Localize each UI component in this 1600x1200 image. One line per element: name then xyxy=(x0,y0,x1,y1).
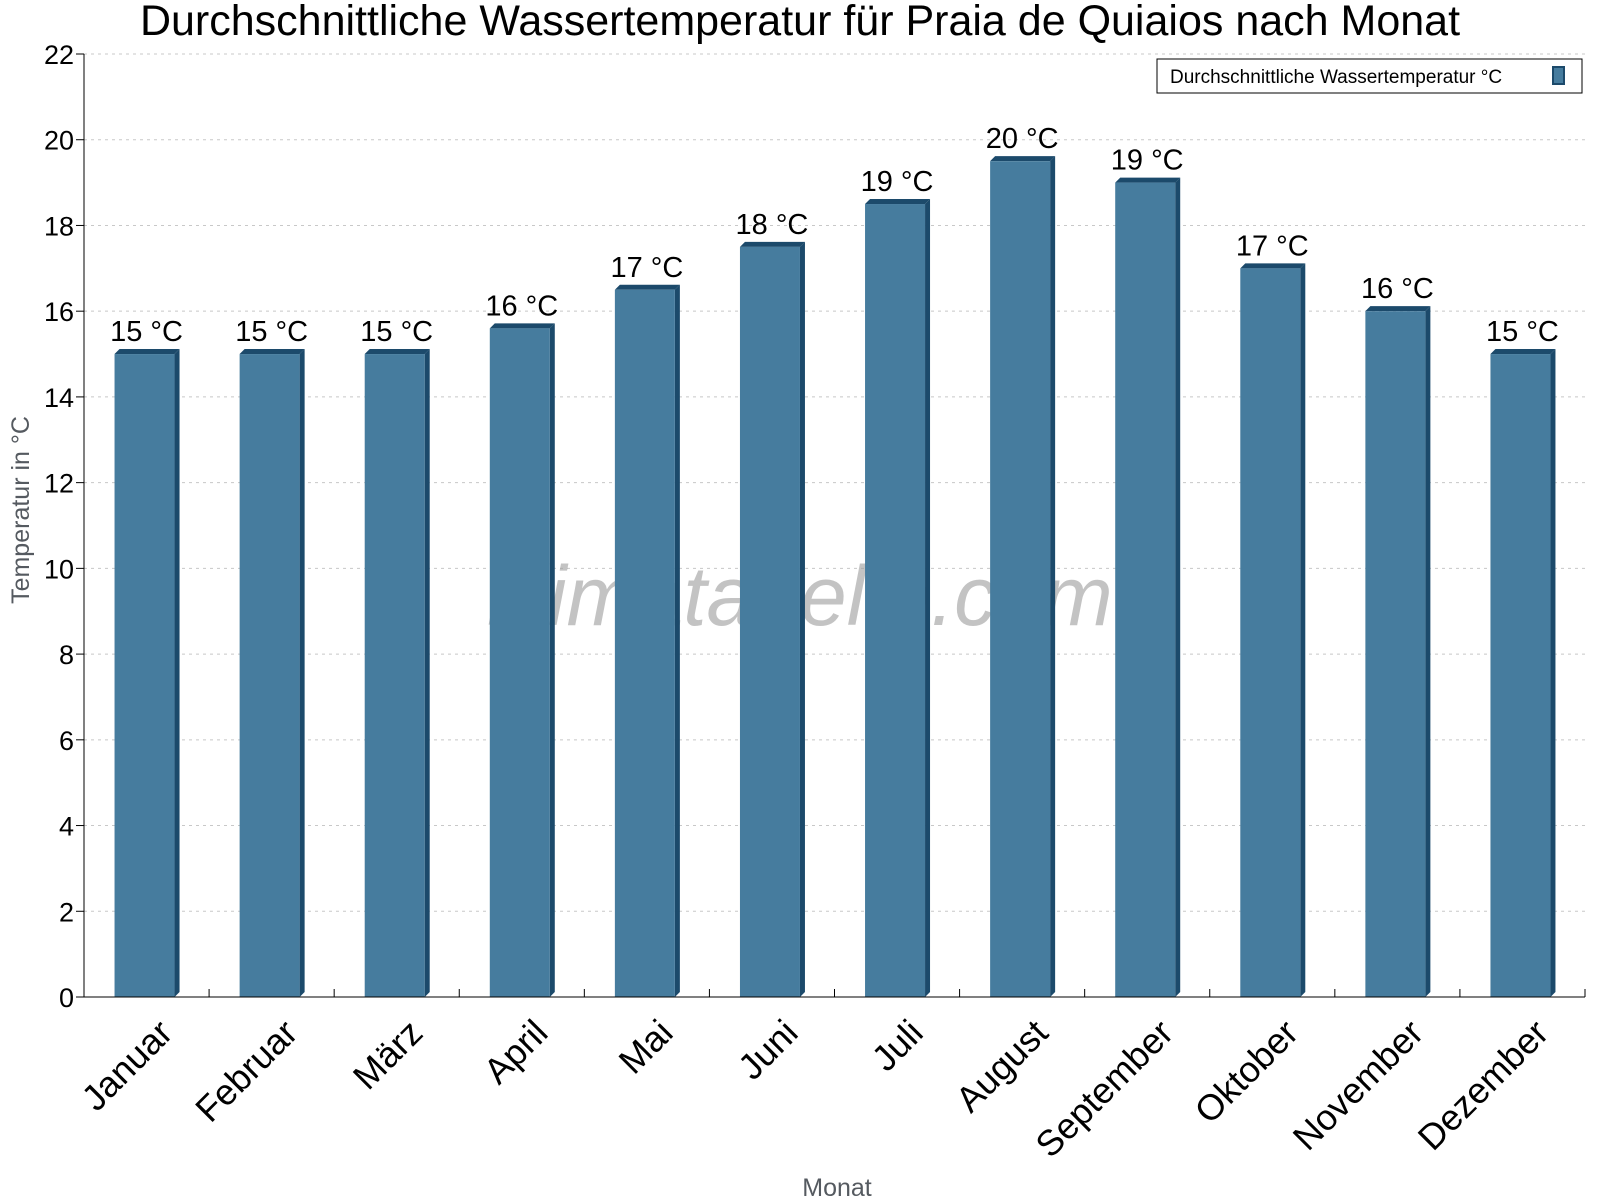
bar xyxy=(865,199,931,998)
bar xyxy=(1490,349,1556,998)
x-tick-label: November xyxy=(1285,1012,1431,1158)
bar xyxy=(990,156,1056,998)
x-tick-label: Oktober xyxy=(1186,1012,1306,1132)
bar xyxy=(1365,306,1431,997)
x-tick-label: Februar xyxy=(187,1012,305,1130)
legend-label: Durchschnittliche Wassertemperatur °C xyxy=(1170,67,1502,88)
axes xyxy=(76,53,1586,998)
y-tick-label: 20 xyxy=(44,126,74,156)
x-tick-label: April xyxy=(476,1012,556,1092)
y-tick-labels: 0 2 4 6 8 10 12 14 16 18 20 22 xyxy=(44,40,74,1013)
chart-title: Durchschnittliche Wassertemperatur für P… xyxy=(140,0,1460,45)
x-tick-label: Mai xyxy=(611,1012,681,1082)
bars xyxy=(114,156,1556,998)
bar xyxy=(239,349,305,998)
y-tick-label: 4 xyxy=(59,812,74,842)
data-label: 15 °C xyxy=(235,316,308,348)
gridlines xyxy=(84,53,1585,912)
data-label: 16 °C xyxy=(485,290,558,322)
y-tick-label: 18 xyxy=(44,211,74,241)
y-axis-title: Temperatur in °C xyxy=(7,416,35,604)
bar xyxy=(489,323,555,997)
data-label: 15 °C xyxy=(1486,316,1559,348)
bar xyxy=(739,241,805,998)
legend-swatch xyxy=(1552,66,1565,85)
x-tick-label: Januar xyxy=(73,1012,180,1119)
y-tick-label: 12 xyxy=(44,469,74,499)
x-tick-labels: Januar Februar März April Mai Juni Juli AugustS… xyxy=(73,1012,1556,1166)
data-label: 16 °C xyxy=(1361,273,1434,305)
data-label: 15 °C xyxy=(360,316,433,348)
y-tick-label: 2 xyxy=(59,897,74,927)
data-label: 17 °C xyxy=(610,252,683,284)
bar xyxy=(364,349,430,998)
x-tick-label: August xyxy=(948,1012,1056,1120)
data-label: 19 °C xyxy=(861,166,934,198)
x-tick-label: September xyxy=(1027,1012,1181,1166)
y-tick-label: 0 xyxy=(59,983,74,1013)
y-tick-label: 10 xyxy=(44,554,74,584)
y-tick-label: 14 xyxy=(44,383,74,413)
y-tick-label: 22 xyxy=(44,40,74,70)
bar xyxy=(614,284,680,997)
x-tick-label: März xyxy=(345,1012,431,1098)
x-tick-label: Juli xyxy=(864,1012,931,1079)
legend: Durchschnittliche Wassertemperatur °C xyxy=(1156,58,1583,94)
x-axis-title: Monat xyxy=(802,1174,872,1200)
data-labels: 15 °C 15 °C 15 °C 16 °C 17 °C 18 °C 19 °C 20 °C… xyxy=(110,123,1559,348)
bar xyxy=(1240,263,1306,997)
legend-box xyxy=(1156,58,1583,94)
bar xyxy=(114,349,180,998)
x-tick-label: Juni xyxy=(730,1012,806,1088)
data-label: 19 °C xyxy=(1111,145,1184,177)
x-tick-label: Dezember xyxy=(1410,1012,1556,1158)
y-tick-label: 6 xyxy=(59,726,74,756)
data-label: 20 °C xyxy=(986,123,1059,155)
data-label: 17 °C xyxy=(1236,230,1309,262)
data-label: 15 °C xyxy=(110,316,183,348)
y-tick-label: 8 xyxy=(59,640,74,670)
bar xyxy=(1115,177,1181,997)
data-label: 18 °C xyxy=(736,209,809,241)
y-tick-label: 16 xyxy=(44,297,74,327)
